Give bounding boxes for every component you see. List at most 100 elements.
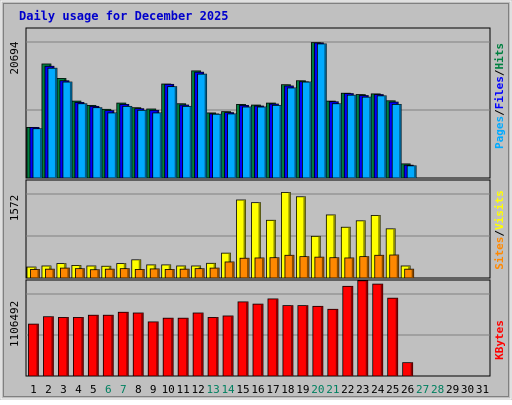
legend-separator: / (493, 109, 506, 116)
kbytes-bar-shade (365, 280, 368, 376)
pages-bar-shade (144, 110, 147, 178)
y-max-label: 20694 (8, 41, 21, 74)
legend-separator: / (493, 69, 506, 76)
kbytes-bar-shade (275, 298, 278, 376)
kbytes-bar-shade (380, 284, 383, 376)
legend-text: Sites/Visits (493, 190, 506, 270)
legend-files: Files (493, 76, 506, 109)
pages-bar-shade (294, 87, 297, 178)
pages-bar-shade (234, 113, 237, 178)
sites-bar-shade (52, 269, 55, 278)
day-label: 15 (236, 383, 249, 396)
sites-bar-shade (127, 268, 130, 278)
kbytes-bar-shade (290, 305, 293, 376)
legend-sites: Sites (493, 237, 506, 270)
kbytes-bar-shade (261, 304, 263, 376)
sites-bar-shade (142, 269, 145, 278)
sites-bar-shade (262, 257, 264, 278)
visits-bar-shade (258, 202, 261, 278)
sites-bar-shade (276, 257, 279, 278)
day-label: 24 (371, 383, 385, 396)
day-label: 13 (206, 383, 219, 396)
legend-kbytes: KBytes (493, 320, 506, 360)
kbytes-bar-shade (231, 315, 234, 376)
day-label: 7 (120, 383, 127, 396)
panel-kbytes: 1106492 KBytes (8, 279, 506, 377)
y-max-label: 1572 (8, 195, 21, 222)
pages-bar-shade (279, 105, 282, 178)
visits-bar-shade (288, 192, 291, 278)
pages-bar-shade (324, 43, 327, 178)
legend-hits: Hits (493, 43, 506, 70)
kbytes-bar-shade (111, 315, 114, 376)
sites-bar-shade (351, 257, 354, 278)
sites-bar-shade (67, 268, 70, 278)
day-label: 1 (30, 383, 37, 396)
y-max-label: 1106492 (8, 301, 21, 347)
kbytes-bar-shade (186, 318, 189, 376)
visits-bar-shade (393, 228, 396, 278)
day-label: 11 (177, 383, 190, 396)
day-label: 16 (251, 383, 264, 396)
sites-bar-shade (381, 255, 384, 278)
kbytes-bar-shade (141, 313, 144, 376)
kbytes-bar-shade (36, 324, 39, 376)
pages-bar-shade (159, 112, 162, 178)
day-labels-group: 1 2 3 4 5 6 7 8 9 10 11 12 13 14 15 16 17 18 19 20 21 22 23 24 2… (30, 383, 489, 396)
panel-visits-sites: 1572 Sites/Visits (8, 179, 506, 279)
kbytes-bar-shade (246, 301, 249, 376)
pages-bar-shade (369, 97, 372, 178)
day-label: 20 (311, 383, 324, 396)
kbytes-bar-shade (96, 315, 99, 376)
visits-bar-shade (363, 220, 366, 278)
day-label: 2 (45, 383, 52, 396)
sites-bar-shade (82, 268, 85, 278)
day-label: 12 (192, 383, 205, 396)
sites-bar-shade (336, 257, 339, 278)
pages-bar-shade (69, 82, 72, 178)
day-label: 18 (281, 383, 294, 396)
sites-bar-shade (411, 269, 414, 278)
pages-bar-shade (114, 112, 117, 178)
pages-bar-shade (249, 107, 252, 178)
visits-bar-shade (303, 196, 306, 278)
day-label: 9 (150, 383, 157, 396)
pages-bar-shade (54, 68, 57, 178)
day-label: 4 (75, 383, 82, 396)
sites-bar-shade (217, 268, 220, 278)
visits-bar-shade (348, 227, 351, 278)
day-label: 26 (401, 383, 414, 396)
day-label: 23 (356, 383, 369, 396)
day-label: 19 (296, 383, 309, 396)
sites-bar-shade (306, 256, 309, 278)
sites-bar-shade (247, 258, 250, 278)
chart-title: Daily usage for December 2025 (19, 9, 229, 23)
pages-bar-shade (174, 86, 177, 178)
pages-bar-shade (264, 107, 267, 178)
sites-bar-shade (202, 268, 205, 278)
sites-bar-shade (37, 269, 40, 278)
pages-bar-shade (414, 165, 417, 178)
sites-bar-shade (187, 269, 190, 278)
visits-bar-shade (378, 215, 381, 278)
kbytes-bar-shade (216, 317, 219, 376)
legend-separator: / (493, 230, 506, 237)
kbytes-bar-shade (156, 321, 159, 376)
day-label: 8 (135, 383, 142, 396)
pages-bar-shade (129, 106, 132, 178)
legend-text: KBytes (493, 320, 506, 360)
day-label: 17 (266, 383, 279, 396)
day-label: 29 (446, 383, 459, 396)
sites-bar-shade (112, 269, 115, 278)
pages-bar-shade (384, 95, 387, 178)
day-label: 22 (341, 383, 354, 396)
pages-bar-shade (84, 103, 87, 178)
sites-bar-shade (172, 269, 175, 278)
kbytes-bar-shade (51, 316, 54, 376)
pages-bar-shade (204, 74, 207, 178)
day-label: 6 (105, 383, 112, 396)
visits-bar-shade (138, 259, 141, 278)
